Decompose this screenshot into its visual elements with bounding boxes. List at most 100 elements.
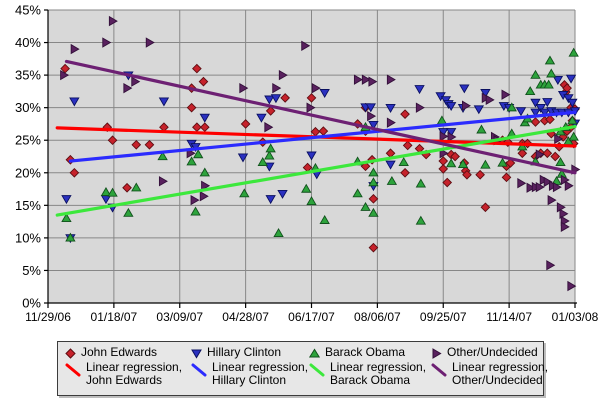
data-point-other-undecided — [535, 149, 545, 160]
data-point-barack-obama — [525, 86, 536, 96]
data-point-other-undecided — [567, 280, 577, 292]
linear-regression-hillary-clinton — [68, 110, 577, 163]
data-point-other-undecided — [501, 89, 511, 100]
data-point-barack-obama — [567, 115, 578, 125]
data-point-hillary-clinton — [368, 120, 379, 130]
data-point-other-undecided — [272, 82, 282, 94]
data-point-john-edwards — [69, 167, 80, 178]
regression-line-purple-icon — [431, 363, 447, 377]
data-point-other-undecided — [439, 131, 449, 142]
data-point-hillary-clinton — [61, 195, 72, 205]
data-point-john-edwards — [240, 119, 251, 129]
data-point-other-undecided — [199, 191, 209, 202]
data-point-barack-obama — [568, 47, 579, 57]
data-point-hillary-clinton — [385, 104, 396, 113]
data-point-other-undecided — [264, 122, 274, 133]
data-point-other-undecided — [70, 43, 80, 55]
data-point-hillary-clinton — [542, 98, 553, 108]
data-point-hillary-clinton — [480, 89, 491, 98]
data-point-other-undecided — [145, 37, 155, 48]
data-point-barack-obama — [398, 157, 409, 167]
regression-line-blue-icon — [191, 363, 207, 377]
y-tick-label: 40% — [15, 35, 41, 50]
data-point-hillary-clinton — [445, 128, 457, 138]
data-point-john-edwards — [402, 140, 413, 151]
data-point-other-undecided — [131, 76, 141, 87]
data-point-barack-obama — [555, 126, 566, 136]
data-point-hillary-clinton — [158, 97, 170, 107]
y-tick-label: 25% — [15, 133, 41, 148]
data-point-barack-obama — [123, 207, 134, 217]
data-point-barack-obama — [352, 188, 363, 198]
data-point-other-undecided — [439, 148, 449, 159]
data-point-john-edwards — [400, 109, 410, 120]
legend-label: Linear regression, Other/Undecided — [452, 360, 549, 387]
data-point-other-undecided — [301, 40, 311, 51]
data-point-hillary-clinton — [237, 153, 249, 163]
data-point-barack-obama — [386, 175, 398, 185]
data-point-barack-obama — [368, 167, 379, 177]
data-point-john-edwards — [450, 151, 460, 162]
data-point-hillary-clinton — [473, 105, 485, 115]
y-tick-label: 20% — [15, 165, 41, 180]
legend-label: Other/Undecided — [447, 345, 538, 360]
data-point-john-edwards — [517, 148, 528, 159]
data-point-other-undecided — [190, 194, 200, 206]
data-point-barack-obama — [131, 182, 142, 192]
y-tick-label: 15% — [15, 198, 41, 213]
data-point-barack-obama — [543, 79, 554, 89]
data-point-barack-obama — [190, 206, 201, 216]
data-point-other-undecided — [547, 194, 557, 206]
regression-line-green-icon — [309, 363, 325, 377]
data-point-hillary-clinton — [552, 76, 564, 85]
legend-label: Linear regression, Hillary Clinton — [212, 360, 309, 387]
data-point-other-undecided — [158, 176, 168, 187]
data-point-other-undecided — [60, 69, 70, 81]
data-point-barack-obama — [319, 215, 330, 224]
x-tick-label: 04/28/07 — [222, 310, 269, 324]
series-barack-obama — [61, 47, 579, 242]
data-point-barack-obama — [568, 131, 579, 141]
data-point-other-undecided — [485, 94, 495, 106]
data-point-barack-obama — [457, 159, 469, 168]
data-point-john-edwards — [199, 122, 210, 133]
legend-label: Hillary Clinton — [207, 345, 282, 360]
data-point-john-edwards — [501, 172, 512, 183]
data-point-barack-obama — [445, 158, 457, 168]
data-point-other-undecided — [461, 100, 471, 111]
data-point-john-edwards — [462, 169, 472, 180]
data-point-other-undecided — [526, 182, 536, 193]
data-point-john-edwards — [122, 182, 132, 193]
data-point-hillary-clinton — [270, 94, 282, 104]
x-tick-label: 01/18/07 — [91, 310, 138, 324]
x-tick-label: 06/17/07 — [288, 310, 335, 324]
data-point-other-undecided — [447, 131, 457, 143]
data-point-john-edwards — [198, 76, 209, 87]
data-point-john-edwards — [530, 117, 541, 127]
legend-item-regression-obama: Linear regression, Barack Obama — [309, 361, 431, 393]
data-point-other-undecided — [517, 178, 527, 189]
y-tick-label: 5% — [22, 263, 41, 278]
data-point-john-edwards — [368, 193, 379, 204]
data-point-barack-obama — [306, 196, 317, 206]
data-point-barack-obama — [65, 232, 76, 242]
legend-item-other-undecided: Other/Undecided — [431, 344, 548, 361]
data-point-john-edwards — [192, 63, 202, 74]
data-point-other-undecided — [368, 76, 378, 87]
data-point-hillary-clinton — [563, 94, 574, 104]
linear-regression-other-undecided — [64, 59, 577, 175]
data-point-hillary-clinton — [414, 85, 425, 95]
data-point-other-undecided — [123, 82, 133, 94]
data-point-john-edwards — [368, 242, 379, 253]
data-point-other-undecided — [559, 208, 569, 219]
data-point-other-undecided — [543, 176, 553, 188]
data-point-barack-obama — [61, 213, 72, 223]
data-point-other-undecided — [552, 181, 562, 193]
data-point-john-edwards — [442, 177, 453, 188]
y-tick-label: 10% — [15, 230, 41, 245]
data-point-john-edwards — [550, 151, 561, 162]
data-point-hillary-clinton — [539, 108, 550, 118]
data-point-john-edwards — [60, 63, 70, 74]
y-tick-label: 35% — [15, 68, 41, 83]
